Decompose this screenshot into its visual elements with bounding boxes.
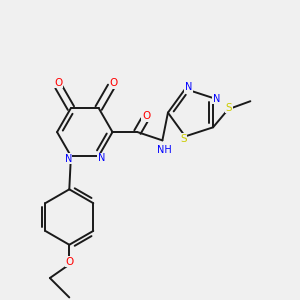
Text: N: N xyxy=(213,94,220,104)
Text: N: N xyxy=(98,153,105,163)
Text: S: S xyxy=(226,103,232,113)
Text: N: N xyxy=(185,82,192,92)
Text: S: S xyxy=(180,134,187,144)
Text: O: O xyxy=(65,257,74,267)
Text: N: N xyxy=(64,154,72,164)
Text: O: O xyxy=(142,111,150,121)
Text: NH: NH xyxy=(157,145,171,154)
Text: O: O xyxy=(110,78,118,88)
Text: O: O xyxy=(54,77,63,88)
